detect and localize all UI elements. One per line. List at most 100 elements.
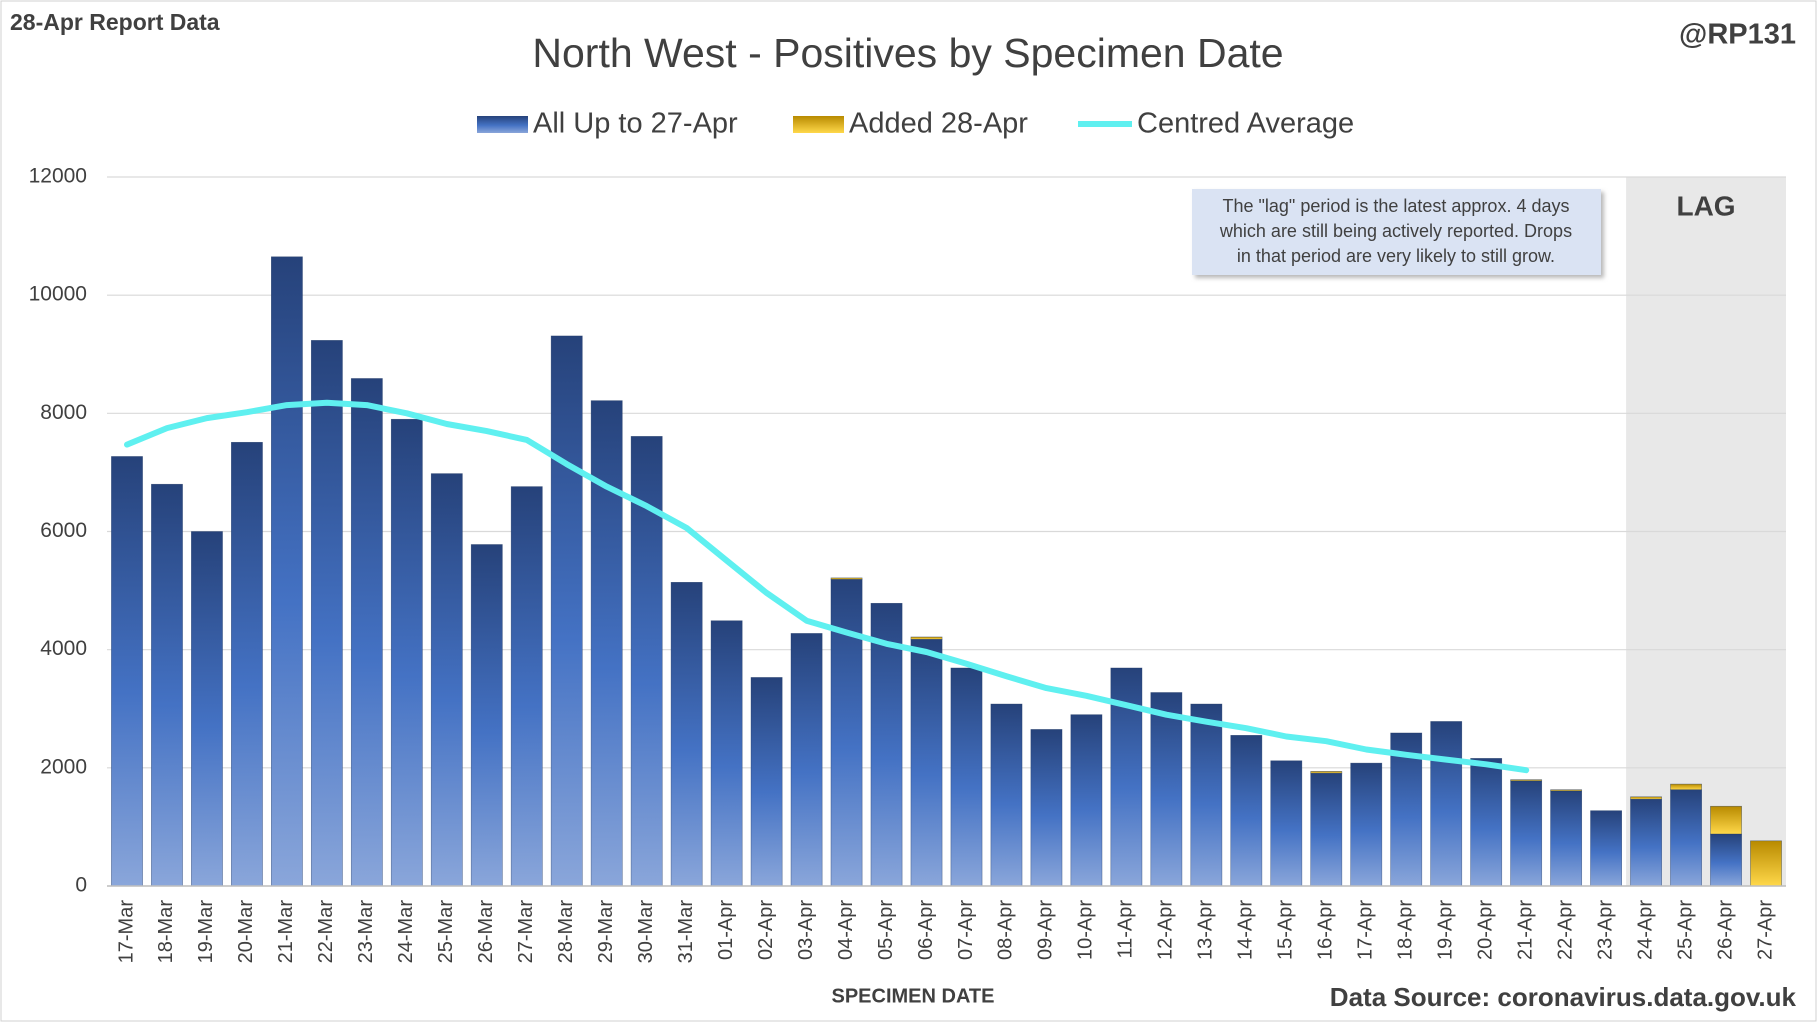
x-tick-label: 14-Apr [1235,900,1257,960]
legend-label: Added 28-Apr [849,108,1028,140]
x-tick-label: 24-Apr [1634,900,1656,960]
bar [1550,790,1583,887]
bar [310,340,343,887]
bar [271,256,303,887]
bar [1350,762,1383,887]
x-tick-label: 27-Apr [1754,900,1776,960]
bar [1310,771,1343,774]
bar [1590,810,1622,887]
x-tick-label: 18-Apr [1395,900,1417,960]
legend-label: All Up to 27-Apr [533,108,738,140]
x-tick-label: 29-Mar [595,900,617,964]
x-tick-label: 22-Apr [1554,900,1576,960]
bar [1710,805,1742,835]
x-tick-label: 21-Apr [1514,900,1536,960]
bar [710,620,743,887]
bar [750,677,783,887]
header: 28-Apr Report Data [10,9,220,35]
plot: 17-Mar 18-Mar 19-Mar 20-Mar 21-Mar 22-Mar 23-M… [107,256,1786,964]
handle: @RP131 [1679,19,1796,51]
bar [1670,783,1702,790]
x-tick-label: 20-Apr [1474,900,1496,960]
y-tick-label: 2000 [40,755,87,778]
x-tick-label: 16-Apr [1315,900,1337,960]
x-tick-label: 19-Mar [195,900,217,964]
bar [950,667,983,887]
bar [470,544,503,887]
x-tick-label: 26-Mar [475,900,497,964]
legend: All Up to 27-Apr Added 28-Apr Centred Aver… [477,108,1354,140]
bar [1030,729,1063,887]
x-tick-label: 17-Mar [115,900,137,964]
y-tick-label: 10000 [29,283,87,306]
bar [870,602,903,887]
y-tick-label: 0 [75,874,87,897]
bar [231,441,263,887]
legend-swatch [477,116,528,133]
bar [1670,789,1702,887]
x-tick-label: 01-Apr [715,900,737,960]
bar [790,633,823,887]
bar [1230,735,1263,887]
x-tick-label: 05-Apr [875,900,897,960]
bar [350,378,383,887]
x-tick-label: 31-Mar [675,900,697,964]
x-tick-label: 02-Apr [755,900,777,960]
bar [910,636,943,640]
bar [151,483,183,887]
annotation: The "lag" period is the latest approx. 4… [1192,189,1601,275]
bar [1550,789,1583,792]
bar [1510,779,1543,782]
x-tick-label: 20-Mar [235,900,257,964]
x-tick-label: 11-Apr [1115,900,1137,959]
bar [1190,703,1223,887]
x-axis-label: SPECIMEN DATE [832,985,995,1007]
chart-title: North West - Positives by Specimen Date [532,30,1283,76]
x-tick-label: 24-Mar [395,900,417,964]
bar [1510,780,1543,887]
bar [510,486,543,887]
x-tick-label: 06-Apr [915,900,937,960]
x-tick-label: 07-Apr [955,900,977,960]
bar [830,577,863,580]
bar [1750,840,1782,887]
legend-swatch [793,116,844,133]
bar [590,400,623,887]
x-tick-label: 18-Mar [155,900,177,964]
bar [191,531,223,887]
lag-label: LAG [1676,190,1735,221]
x-tick-label: 04-Apr [835,900,857,960]
x-tick-label: 22-Mar [315,900,337,964]
bar [990,703,1023,887]
x-tick-label: 21-Mar [275,900,297,964]
x-tick-label: 25-Apr [1674,900,1696,960]
bar [1150,692,1183,887]
y-tick-label: 6000 [40,519,87,542]
x-tick-label: 23-Mar [355,900,377,964]
bar [1470,758,1503,887]
legend-label: Centred Average [1137,108,1354,140]
annotation-box [1192,189,1601,275]
bar [1630,796,1662,800]
annotation-text: in that period are very likely to still … [1237,246,1555,266]
source: Data Source: coronavirus.data.gov.uk [1330,982,1797,1012]
x-tick-label: 28-Mar [555,900,577,964]
bar [1630,798,1662,887]
y-tick-label: 12000 [29,165,87,188]
average-line [124,399,1530,774]
bar [1710,833,1742,887]
x-tick-label: 13-Apr [1195,900,1217,960]
x-tick-label: 30-Mar [635,900,657,964]
x-tick-label: 25-Mar [435,900,457,964]
x-tick-label: 03-Apr [795,900,817,960]
x-tick-label: 12-Apr [1155,900,1177,960]
x-tick-label: 08-Apr [995,900,1017,960]
x-tick-label: 09-Apr [1035,900,1057,960]
annotation-text: The "lag" period is the latest approx. 4… [1223,196,1570,216]
x-tick-label: 27-Mar [515,900,537,964]
bar [830,579,863,887]
bar [1430,721,1463,887]
bar [430,473,463,887]
x-tick-label: 19-Apr [1434,900,1456,960]
